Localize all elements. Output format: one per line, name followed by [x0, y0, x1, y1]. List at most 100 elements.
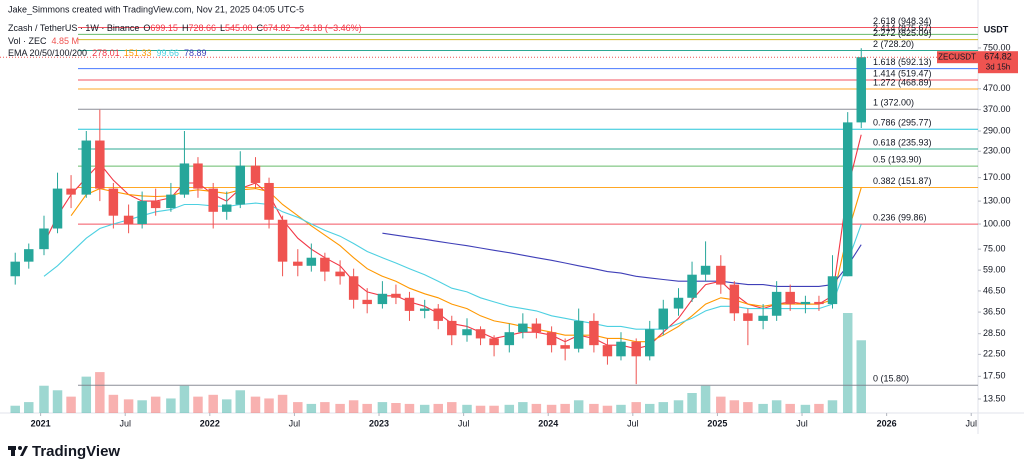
volume-bar [123, 399, 134, 413]
candle-body [447, 320, 457, 336]
legend-row: Zcash / TetherUS · 1W · Binance O699.15 H7… [8, 23, 362, 33]
candle-body [235, 165, 246, 205]
volume-bar [771, 400, 782, 413]
volume-bar [362, 403, 372, 413]
fib-label: 0.5 (193.90) [873, 155, 922, 165]
ema-line [43, 202, 862, 330]
volume-bar [462, 404, 472, 413]
legend-volume-value: 4.85 M [52, 36, 80, 46]
y-tick-label: 46.50 [983, 285, 1006, 295]
volume-bar [518, 402, 528, 413]
candle-body [489, 338, 499, 346]
candle-body [475, 329, 486, 339]
volume-bar [293, 402, 303, 413]
volume-bar [758, 403, 768, 413]
volume-bar [66, 396, 76, 413]
legend-key: L [220, 23, 225, 33]
footer-logo: TradingView [8, 443, 120, 460]
axis-layer: 750.00 470.00 370.00 290.00 230.00 170.00 130.… [31, 42, 1018, 428]
header: Jake_Simmons created with TradingView.co… [8, 4, 304, 14]
volume-bar [800, 404, 811, 413]
currency: USDT [984, 24, 1009, 34]
y-tick-label: 130.00 [983, 195, 1011, 205]
volume-bar [137, 400, 147, 413]
symbol-tag-bg [937, 51, 978, 64]
ema-line [382, 232, 862, 287]
fib-label: 0.236 (99.86) [873, 213, 927, 223]
x-tick-label: Jul [119, 418, 131, 428]
candle-body [616, 341, 626, 357]
legend-ema-value: 78.89 [184, 48, 207, 58]
symbol-tag: ZECUSDT [938, 52, 976, 61]
fib-layer: 2.618 (948.34)2.414 (875.67)2.272 (825.0… [78, 16, 978, 386]
volume-bar [827, 400, 838, 413]
candle-body [531, 323, 542, 333]
volume-bar [743, 402, 753, 413]
legend-row: Vol · ZEC 4.85 M [8, 36, 79, 46]
candle-body [221, 204, 232, 212]
volume-bar [166, 398, 176, 413]
legend-change: −24.18 (−3.46%) [295, 23, 362, 33]
candle-body [518, 323, 528, 333]
x-tick-label: Jul [289, 418, 301, 428]
fib-label: 0.618 (235.93) [873, 137, 932, 147]
volume-bar [404, 403, 415, 413]
candle-body [348, 276, 359, 300]
volume-bar [277, 394, 288, 413]
volume-bar [221, 399, 232, 413]
candle-body [658, 308, 669, 330]
volume-bar [335, 403, 345, 413]
candle-body [433, 308, 443, 321]
volume-bar [39, 385, 49, 413]
volume-bar [589, 403, 599, 413]
volume-bar [10, 405, 20, 413]
y-tick-label: 22.50 [983, 349, 1006, 359]
legend-symbol: Zcash / TetherUS · 1W · Binance [8, 23, 139, 33]
volume-bar [391, 403, 401, 413]
candle-body [419, 308, 430, 311]
candle-body [827, 276, 838, 305]
candle-body [716, 265, 726, 285]
legend-ema-value: 99.66 [156, 48, 179, 58]
candle-body [504, 332, 515, 346]
candle-body [335, 271, 345, 277]
candle-body [166, 194, 176, 209]
legend-row: EMA 20/50/100/200 278.01 151.33 99.66 78.89 [8, 48, 207, 58]
fib-label: 2.618 (948.34) [873, 16, 932, 26]
candle-body [179, 163, 190, 195]
fib-label: 0 (15.80) [873, 374, 909, 384]
candle-body [814, 301, 824, 305]
volume-bar [673, 400, 684, 413]
y-tick-label: 59.00 [983, 264, 1006, 274]
candle-body [39, 228, 49, 250]
volume-bar [306, 403, 317, 413]
candle-body [602, 345, 613, 357]
x-tick-label: 2023 [369, 418, 389, 428]
logo-shape [20, 446, 28, 456]
y-tick-label: 13.50 [983, 393, 1006, 403]
y-tick-label: 230.00 [983, 146, 1011, 156]
candle-body [700, 265, 711, 275]
volume-bar [700, 385, 711, 413]
x-tick-label: 2021 [31, 418, 51, 428]
candle-body [856, 57, 866, 123]
volume-bar [81, 376, 92, 413]
volume-bar [573, 400, 584, 413]
y-tick-label: 75.00 [983, 244, 1006, 254]
legend-key: O [143, 23, 150, 33]
volume-layer [10, 313, 866, 413]
y-tick-label: 290.00 [983, 125, 1011, 135]
volume-bar [716, 396, 726, 413]
volume-bar [419, 404, 430, 413]
volume-bar [377, 402, 388, 413]
legend-value: 674.82 [263, 23, 291, 33]
y-tick-label: 370.00 [983, 104, 1011, 114]
candle-body [24, 249, 34, 262]
candle-body [771, 291, 782, 316]
fib-label: 1.618 (592.13) [873, 57, 932, 67]
candle-layer [0, 48, 978, 385]
volume-bar [785, 403, 795, 413]
legend-key: H [182, 23, 189, 33]
